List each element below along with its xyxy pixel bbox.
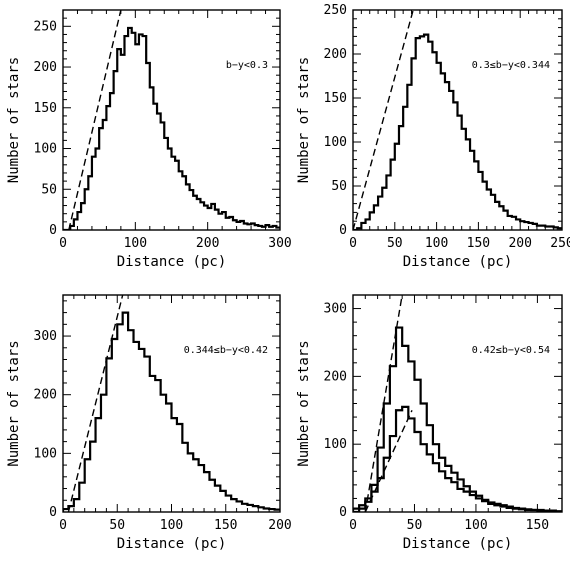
x-tick-label: 0 — [349, 236, 357, 251]
x-tick-label: 50 — [407, 518, 423, 533]
x-tick-label: 50 — [387, 236, 403, 251]
panel-bottom-right: 0 50 100 150 0 100 200 300 Distance (pc) Number o… — [296, 294, 563, 552]
color-range-annotation: 0.42≤b−y<0.54 — [472, 345, 550, 356]
x-axis-label: Distance (pc) — [403, 536, 513, 552]
dashed-fit-line-1 — [353, 10, 414, 230]
x-axis-label: Distance (pc) — [403, 254, 513, 270]
x-tick-label: 0 — [349, 518, 357, 533]
x-tick-label: 100 — [160, 518, 183, 533]
x-tick-label: 100 — [124, 236, 147, 251]
y-tick-label: 250 — [324, 3, 347, 18]
panel-top-right: 0 50 100 150 200 250 0 50 100 150 200 250 Distance (… — [296, 3, 570, 270]
y-tick-label: 100 — [324, 135, 347, 150]
panel-top-left: 0 100 200 300 0 50 100 150 200 250 Distance (pc) Nu… — [6, 9, 292, 270]
y-axis-label: Number of stars — [296, 340, 312, 466]
y-tick-label: 0 — [339, 505, 347, 520]
y-tick-label: 250 — [34, 19, 57, 34]
x-tick-label: 200 — [508, 236, 531, 251]
x-tick-label: 300 — [268, 236, 291, 251]
x-tick-label: 0 — [59, 236, 67, 251]
y-tick-label: 50 — [41, 182, 57, 197]
y-tick-label: 100 — [34, 446, 57, 461]
color-range-annotation: 0.344≤b−y<0.42 — [184, 345, 268, 356]
histogram-series-1 — [63, 26, 280, 230]
y-tick-label: 200 — [34, 388, 57, 403]
color-range-annotation: 0.3≤b−y<0.344 — [472, 60, 550, 71]
y-axis-label: Number of stars — [6, 57, 22, 183]
panel-bottom-left: 0 50 100 150 200 0 100 200 300 Distance (pc) Numbe… — [6, 294, 292, 552]
histogram-series-1 — [353, 33, 562, 230]
x-tick-label: 250 — [550, 236, 570, 251]
dashed-fit-line-1 — [67, 295, 124, 512]
dashed-fit-line-1 — [364, 295, 403, 512]
y-tick-label: 150 — [34, 101, 57, 116]
y-axis-label: Number of stars — [6, 340, 22, 466]
x-tick-label: 150 — [467, 236, 490, 251]
x-tick-label: 50 — [109, 518, 125, 533]
y-tick-label: 200 — [324, 47, 347, 62]
y-tick-label: 200 — [34, 60, 57, 75]
y-tick-label: 150 — [324, 91, 347, 106]
dashed-fit-line-2 — [364, 409, 413, 512]
plot-frame — [352, 9, 563, 231]
x-tick-label: 100 — [464, 518, 487, 533]
plot-frame — [62, 9, 281, 231]
color-range-annotation: b−y<0.3 — [226, 60, 268, 71]
y-tick-label: 100 — [324, 437, 347, 452]
x-tick-label: 200 — [268, 518, 291, 533]
y-tick-label: 300 — [324, 302, 347, 317]
y-tick-label: 100 — [34, 142, 57, 157]
x-tick-label: 150 — [214, 518, 237, 533]
dashed-fit-line-1 — [68, 10, 122, 230]
y-tick-label: 300 — [34, 329, 57, 344]
y-tick-label: 0 — [49, 223, 57, 238]
y-tick-label: 50 — [331, 179, 347, 194]
histogram-series-2 — [353, 405, 562, 512]
x-tick-label: 150 — [526, 518, 549, 533]
y-tick-label: 200 — [324, 369, 347, 384]
x-tick-label: 100 — [425, 236, 448, 251]
x-axis-label: Distance (pc) — [117, 536, 227, 552]
x-axis-label: Distance (pc) — [117, 254, 227, 270]
y-tick-label: 0 — [49, 505, 57, 520]
histogram-series-1 — [63, 311, 280, 512]
x-tick-label: 0 — [59, 518, 67, 533]
x-tick-label: 200 — [196, 236, 219, 251]
y-tick-label: 0 — [339, 223, 347, 238]
y-axis-label: Number of stars — [296, 57, 312, 183]
